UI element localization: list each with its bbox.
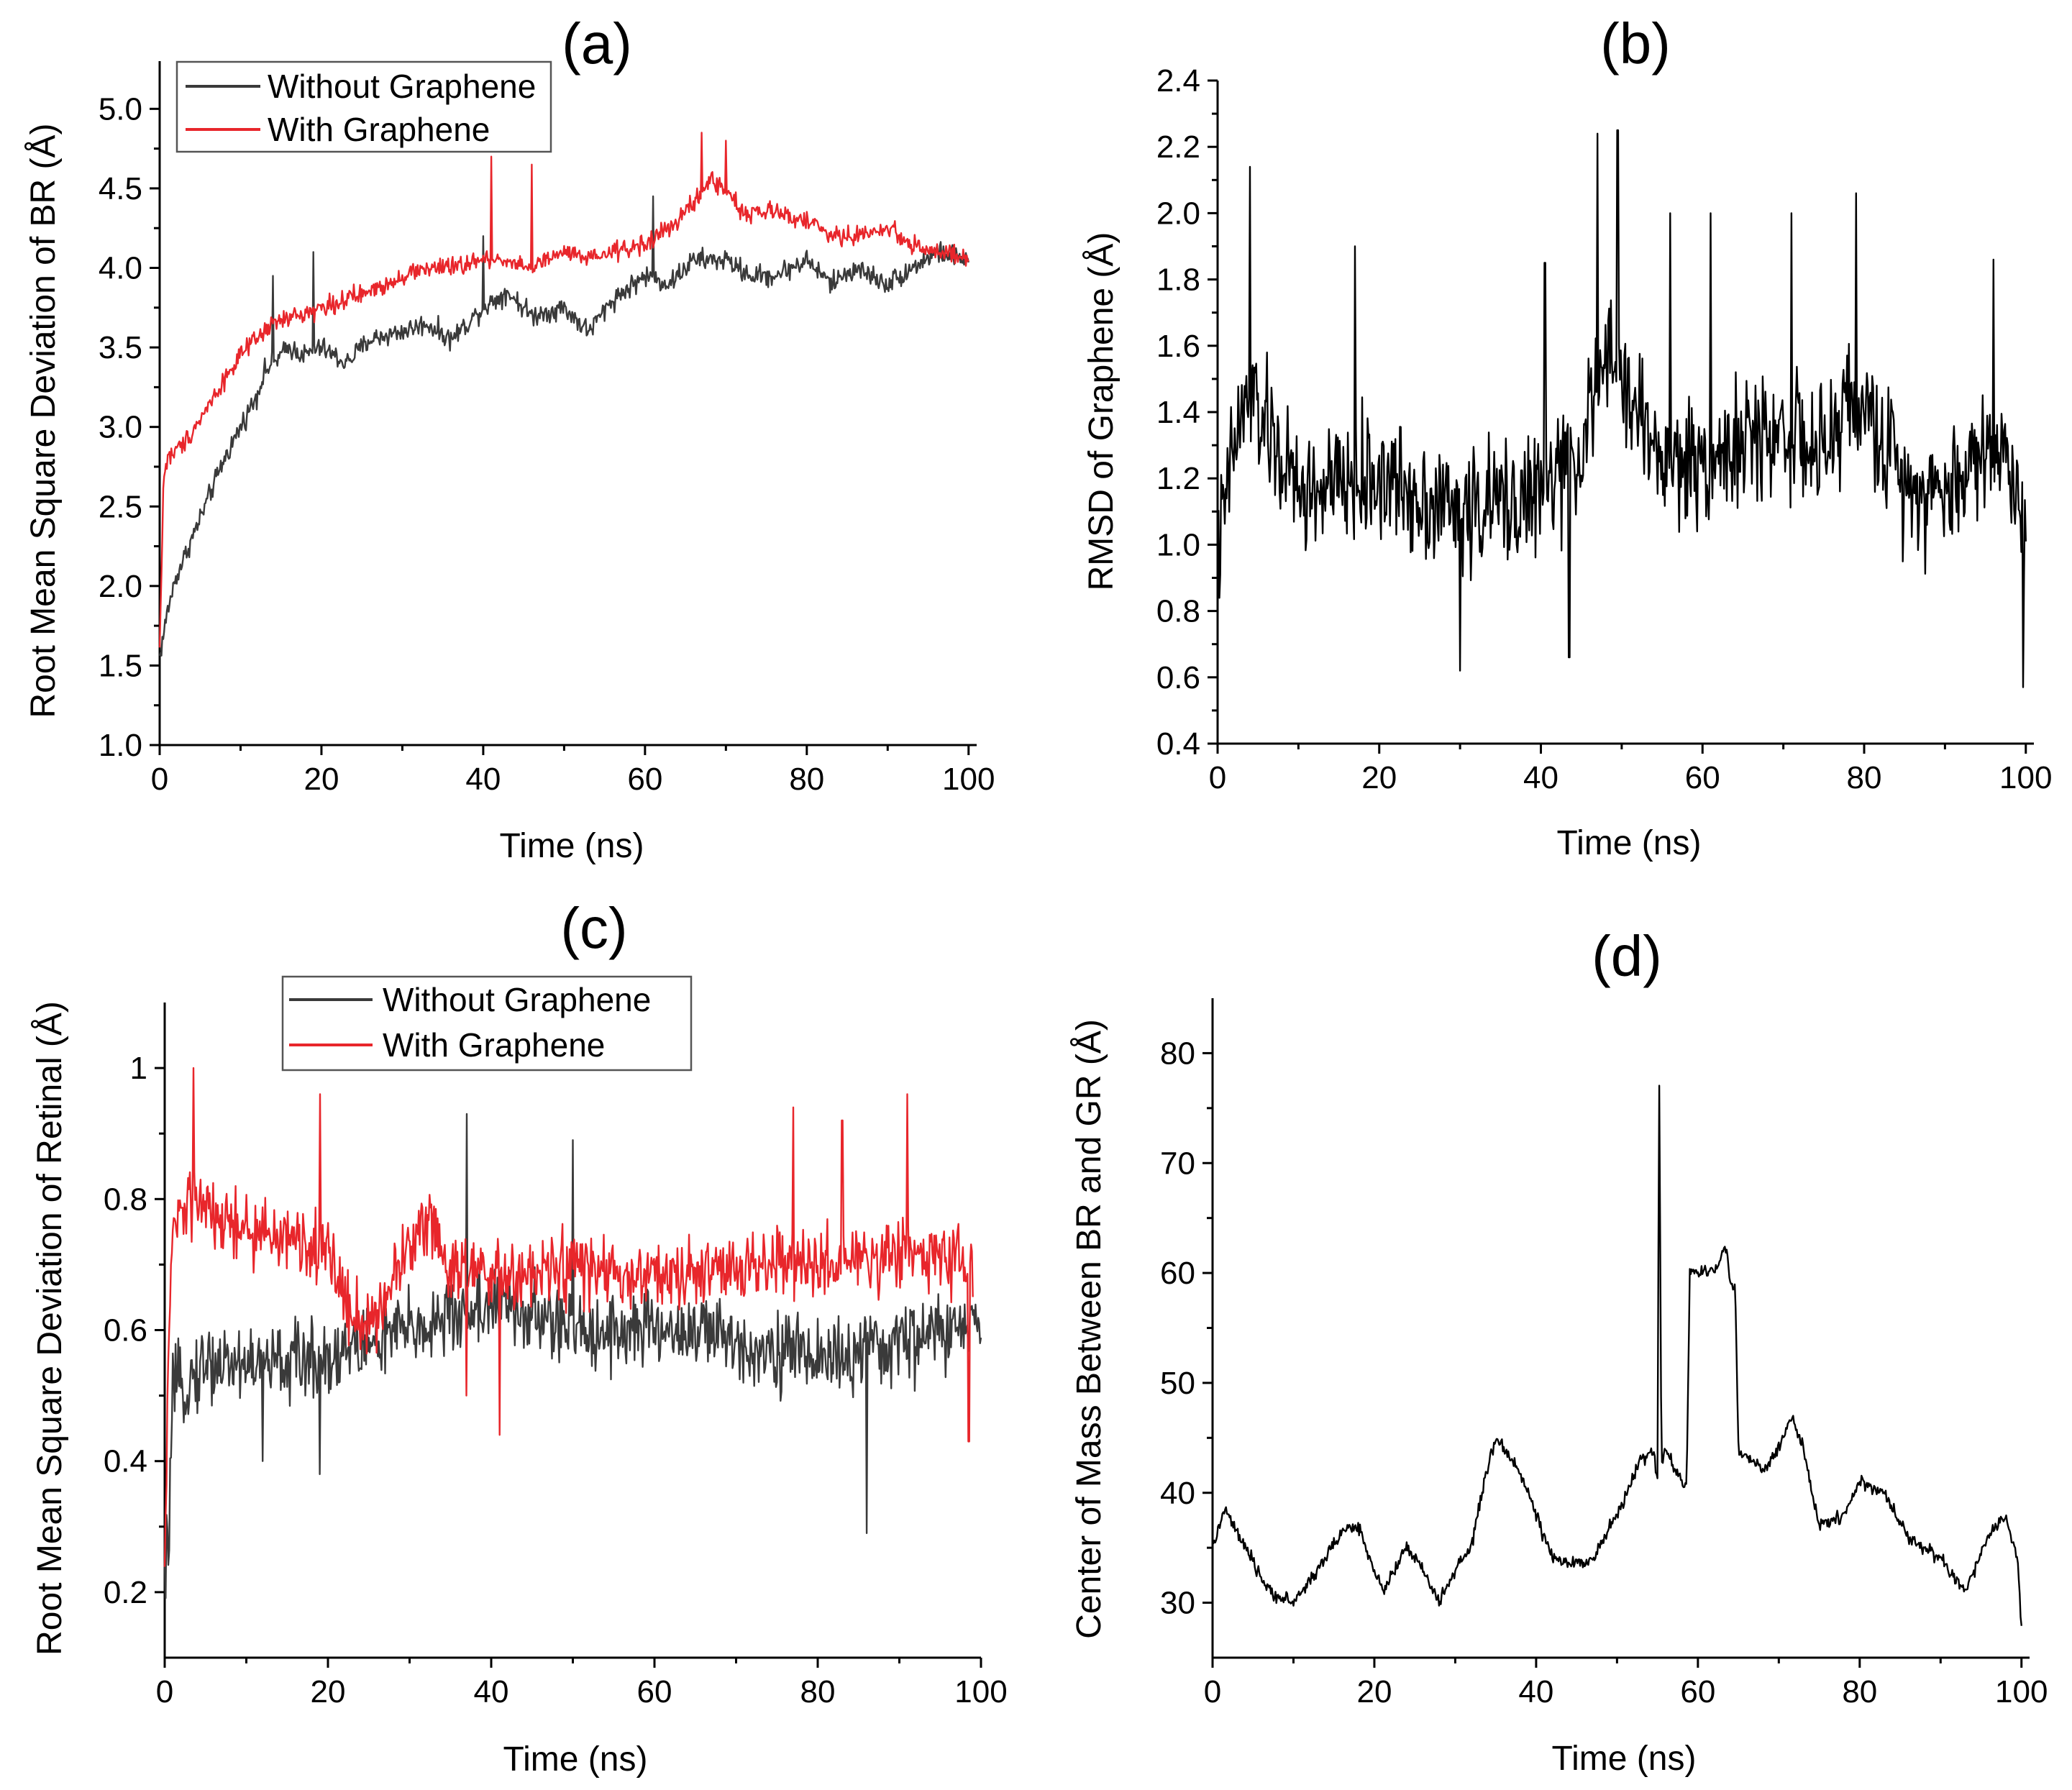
legend-label-with-graphene-c: With Graphene [383,1026,605,1064]
legend-a: Without Graphene With Graphene [175,60,552,153]
x-tick-label-c: 0 [156,1674,173,1709]
y-tick-label-a: 2.0 [99,569,142,604]
y-tick-label-b: 2.0 [1156,196,1200,231]
y-tick-label-d: 30 [1160,1586,1195,1621]
x-tick-label-b: 20 [1361,760,1397,795]
y-tick-label-b: 0.6 [1156,660,1200,695]
panel-c: (c) Root Mean Square Deviation of Retina… [31,896,1008,1778]
y-axis-title-a: Root Mean Square Deviation of BR (Å) [24,123,63,718]
x-tick-label-c: 80 [800,1674,836,1709]
panel-label-a: (a) [562,12,632,76]
y-axis-title-d: Center of Mass Between BR and GR (Å) [1070,1019,1108,1639]
x-tick-label-a: 40 [465,762,501,797]
legend-box-c [281,975,693,1072]
y-tick-label-a: 5.0 [99,91,142,127]
plot-area-d: 0 20 40 60 80 100 30 40 50 60 70 80 [1160,998,2048,1709]
panel-d: (d) Center of Mass Between BR and GR (Å)… [1070,924,2048,1778]
y-tick-label-b: 0.4 [1156,726,1200,762]
x-tick-label-d: 0 [1204,1674,1221,1709]
x-tick-label-a: 0 [151,762,168,797]
panel-a: (a) Root Mean Square Deviation of BR (Å)… [24,12,995,865]
x-tick-label-a: 80 [789,762,824,797]
y-tick-label-d: 80 [1160,1036,1195,1071]
plot-area-c: 0 20 40 60 80 100 0.2 0.4 0.6 0.8 1 [104,1003,1008,1709]
x-axis-title-d: Time (ns) [1552,1740,1697,1778]
y-tick-label-a: 4.5 [99,171,142,206]
legend-label-without-graphene-a: Without Graphene [268,68,536,105]
plot-area-b: 0 20 40 60 80 100 0.4 0.6 0.8 1.0 1.2 1.4 1.6 1.8 2.0 2… [1156,63,2053,795]
panel-label-b: (b) [1600,12,1671,76]
y-tick-label-b: 1.4 [1156,395,1200,430]
x-axis-title-b: Time (ns) [1557,824,1702,862]
y-tick-label-b: 1.8 [1156,262,1200,298]
y-tick-label-b: 1.6 [1156,329,1200,364]
x-tick-label-b: 80 [1847,760,1882,795]
y-tick-label-d: 70 [1160,1146,1195,1181]
x-tick-label-d: 100 [1995,1674,2048,1709]
y-tick-label-a: 3.0 [99,410,142,445]
y-axis-title-b: RMSD of Graphene (Å) [1082,232,1121,591]
y-tick-label-b: 2.2 [1156,129,1200,165]
x-tick-label-d: 40 [1518,1674,1553,1709]
y-axis-title-c: Root Mean Square Deviation of Retinal (Å… [31,1001,69,1656]
series-line-c-without-graphene [163,1113,982,1599]
y-tick-label-d: 60 [1160,1256,1195,1291]
y-tick-label-c: 1 [130,1051,147,1086]
x-tick-label-c: 60 [637,1674,672,1709]
panel-b: (b) RMSD of Graphene (Å) Time (ns) 0 20 40… [1082,12,2052,862]
y-tick-label-c: 0.2 [104,1575,147,1610]
y-tick-label-a: 1.0 [99,728,142,763]
legend-label-without-graphene-c: Without Graphene [383,981,651,1018]
x-tick-label-a: 100 [942,762,995,797]
x-tick-label-d: 80 [1842,1674,1877,1709]
plot-area-a: 0 20 40 60 80 100 1.0 1.5 2.0 2.5 3.0 3.5 4.0 4.5 5.0 [99,61,995,797]
series-line-b-rmsd-of-graphene [1216,129,2027,688]
series-line-a-without-graphene [158,195,969,657]
y-tick-label-c: 0.4 [104,1444,147,1479]
y-tick-label-c: 0.6 [104,1313,147,1348]
x-axis-title-c: Time (ns) [503,1740,648,1778]
panel-label-d: (d) [1592,924,1662,988]
x-tick-label-d: 20 [1356,1674,1392,1709]
series-line-d-center-of-mass [1211,1084,2022,1626]
x-tick-label-b: 0 [1209,760,1226,795]
x-tick-label-c: 40 [474,1674,509,1709]
panel-label-c: (c) [560,896,627,960]
y-tick-label-c: 0.8 [104,1182,147,1217]
y-tick-label-d: 50 [1160,1366,1195,1401]
y-tick-label-b: 0.8 [1156,594,1200,629]
series-line-a-with-graphene [158,132,969,648]
legend-c: Without Graphene With Graphene [281,975,693,1072]
x-tick-label-b: 60 [1685,760,1720,795]
x-tick-label-b: 40 [1523,760,1558,795]
y-tick-label-b: 1.0 [1156,527,1200,562]
x-tick-label-c: 100 [954,1674,1007,1709]
legend-box-a [175,60,552,153]
series-line-c-with-graphene [163,1067,974,1567]
y-tick-label-a: 4.0 [99,251,142,286]
x-tick-label-d: 60 [1680,1674,1715,1709]
y-tick-label-a: 1.5 [99,648,142,683]
x-tick-label-a: 60 [627,762,662,797]
y-tick-label-d: 40 [1160,1476,1195,1511]
x-tick-label-b: 100 [1999,760,2052,795]
legend-label-with-graphene-a: With Graphene [268,111,490,148]
y-tick-label-a: 3.5 [99,330,142,365]
x-tick-label-c: 20 [311,1674,346,1709]
x-tick-label-a: 20 [304,762,339,797]
y-tick-label-b: 1.2 [1156,461,1200,496]
y-tick-label-a: 2.5 [99,489,142,524]
y-tick-label-b: 2.4 [1156,63,1200,99]
x-axis-title-a: Time (ns) [500,827,644,865]
